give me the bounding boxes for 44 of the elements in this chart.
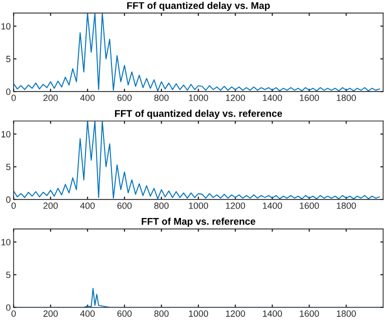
x-tick-label: 800: [154, 310, 169, 317]
x-tick-label: 1200: [226, 202, 246, 209]
x-tick-label: 800: [154, 202, 169, 209]
x-tick-label: 200: [43, 94, 58, 101]
y-tick-label: 10: [1, 131, 10, 138]
x-tick-label: 1200: [226, 310, 246, 317]
x-tick-label: 1600: [300, 202, 319, 209]
x-tick-label: 400: [80, 310, 95, 317]
x-tick-label: 1200: [226, 94, 246, 101]
x-tick-label: 400: [80, 202, 95, 209]
x-tick-label: 1800: [336, 310, 356, 317]
chart-title: FFT of quantized delay vs. Map: [127, 2, 270, 11]
x-tick-label: 0: [11, 202, 16, 209]
x-tick-label: 200: [43, 202, 58, 209]
x-tick-label: 1800: [336, 94, 356, 101]
line-series: [14, 120, 380, 200]
chart-title: FFT of quantized delay vs. reference: [115, 110, 282, 119]
y-tick-label: 0: [6, 196, 10, 203]
x-tick-label: 1400: [262, 310, 282, 317]
y-tick-label: 0: [6, 304, 10, 311]
x-tick-label: 1000: [189, 202, 208, 209]
x-tick-label: 1400: [262, 202, 282, 209]
x-tick-label: 1600: [300, 94, 319, 101]
x-tick-label: 600: [117, 202, 132, 209]
x-tick-label: 1000: [189, 94, 208, 101]
y-tick-label: 5: [6, 164, 10, 170]
x-tick-label: 800: [154, 94, 169, 101]
y-tick-label: 5: [6, 56, 10, 62]
x-tick-label: 600: [117, 94, 132, 101]
x-tick-label: 600: [117, 310, 132, 317]
y-tick-label: 10: [1, 238, 10, 246]
chart-title: FFT of Map vs. reference: [142, 218, 256, 227]
x-tick-label: 1400: [262, 94, 282, 101]
y-tick-label: 0: [6, 88, 10, 95]
x-tick-label: 1800: [336, 202, 356, 209]
x-tick-label: 0: [11, 310, 16, 317]
y-tick-label: 5: [6, 272, 10, 278]
x-tick-label: 400: [80, 94, 95, 101]
x-tick-label: 1600: [300, 310, 319, 317]
line-series: [14, 13, 380, 92]
x-tick-label: 200: [43, 310, 58, 317]
y-tick-label: 10: [1, 23, 10, 30]
x-tick-label: 0: [11, 94, 16, 101]
x-tick-label: 1000: [189, 310, 208, 317]
